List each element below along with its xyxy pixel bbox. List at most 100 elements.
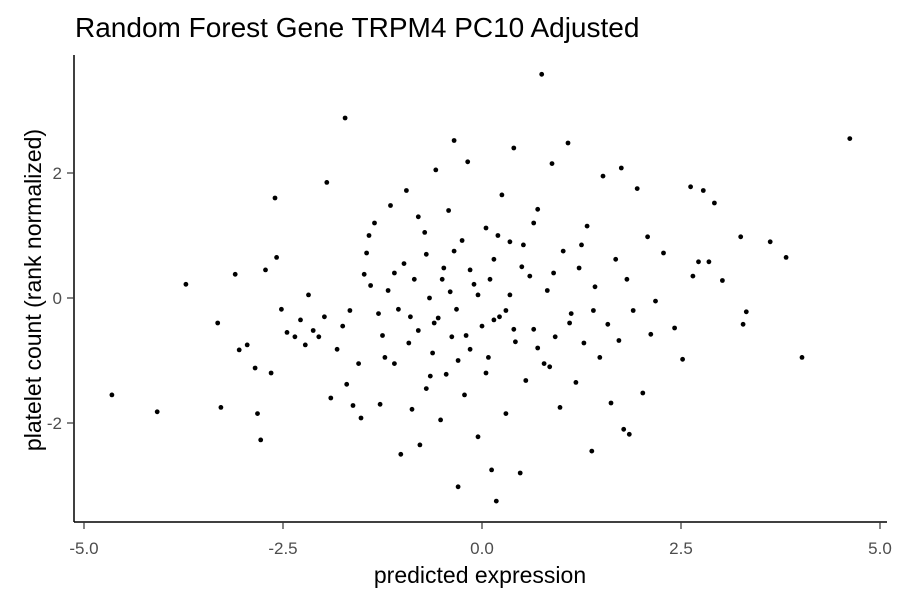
data-point	[621, 426, 627, 432]
data-point	[589, 448, 595, 454]
x-tick-label: 0.0	[470, 539, 494, 558]
data-point	[499, 192, 505, 198]
data-point	[479, 323, 485, 329]
data-point	[284, 330, 290, 335]
data-point	[427, 373, 433, 379]
data-point	[579, 242, 584, 248]
chart-title: Random Forest Gene TRPM4 PC10 Adjusted	[75, 12, 639, 43]
data-point	[557, 405, 563, 410]
data-point	[581, 340, 587, 346]
data-point	[645, 234, 650, 240]
data-point	[712, 200, 717, 206]
data-point	[483, 225, 489, 231]
data-point	[447, 289, 453, 295]
data-point	[630, 308, 636, 313]
data-point	[738, 234, 744, 240]
data-point	[493, 498, 499, 504]
data-point	[422, 230, 428, 235]
data-point	[523, 378, 529, 383]
data-point	[467, 267, 473, 273]
data-point	[455, 484, 461, 490]
data-point	[252, 365, 258, 371]
data-point	[497, 314, 502, 320]
y-ticks: -2 0 2	[47, 164, 74, 433]
data-point	[388, 203, 393, 208]
x-tick-label: -5.0	[69, 539, 98, 558]
data-point	[544, 288, 550, 293]
data-point	[740, 321, 746, 327]
data-point	[364, 250, 369, 256]
data-point	[700, 188, 706, 193]
data-point	[531, 220, 537, 226]
x-tick-label: 5.0	[868, 539, 892, 558]
y-tick-label: 0	[53, 289, 62, 308]
data-point	[406, 340, 412, 346]
data-point	[435, 315, 441, 321]
data-point	[706, 259, 712, 265]
data-point	[661, 250, 666, 256]
data-point	[263, 267, 268, 273]
data-point	[272, 195, 278, 201]
data-point	[279, 306, 284, 312]
data-point	[576, 265, 582, 271]
data-point	[743, 309, 749, 315]
data-point	[268, 370, 274, 376]
data-point	[680, 356, 685, 362]
data-point	[396, 306, 401, 312]
data-point	[215, 320, 221, 326]
data-point	[517, 470, 523, 476]
data-point	[306, 292, 311, 298]
data-point	[767, 239, 773, 245]
data-point	[408, 314, 413, 320]
data-point	[443, 371, 449, 377]
data-point	[441, 265, 447, 271]
data-point	[511, 326, 517, 332]
x-axis-label: predicted expression	[374, 562, 586, 588]
data-point	[324, 180, 330, 185]
data-point	[236, 347, 242, 353]
y-tick-label: -2	[47, 414, 62, 433]
data-point	[613, 256, 619, 262]
data-point	[385, 288, 391, 293]
data-point	[368, 283, 373, 288]
data-point	[592, 284, 598, 290]
data-point	[401, 261, 407, 266]
data-point	[334, 346, 340, 352]
data-point	[549, 161, 555, 167]
data-point	[451, 248, 457, 254]
data-point	[799, 355, 805, 360]
data-point	[584, 223, 590, 229]
y-axis-label: platelet count (rank normalized)	[20, 129, 46, 451]
data-point	[690, 273, 696, 279]
data-point	[521, 242, 526, 248]
data-point	[350, 403, 356, 408]
data-point	[847, 136, 853, 142]
data-point	[417, 442, 423, 448]
data-point	[109, 392, 115, 398]
data-point	[507, 239, 513, 245]
data-point	[547, 364, 553, 370]
data-point	[467, 346, 473, 352]
data-point	[298, 317, 303, 323]
data-point	[409, 406, 415, 412]
data-point	[465, 159, 471, 165]
data-point	[560, 248, 566, 254]
data-point	[292, 334, 298, 340]
data-point	[640, 390, 646, 396]
data-point	[376, 311, 381, 316]
data-point	[783, 255, 789, 260]
data-point	[392, 270, 397, 276]
data-point	[573, 380, 579, 385]
data-point	[358, 415, 364, 421]
data-point	[491, 256, 497, 262]
data-point	[531, 326, 537, 332]
data-point	[653, 298, 658, 304]
data-point	[366, 233, 372, 238]
data-point	[462, 392, 467, 398]
data-point	[433, 167, 439, 173]
data-point	[491, 317, 497, 323]
data-point	[688, 184, 693, 190]
data-point	[427, 295, 432, 301]
data-point	[392, 361, 397, 366]
data-point	[316, 334, 322, 340]
